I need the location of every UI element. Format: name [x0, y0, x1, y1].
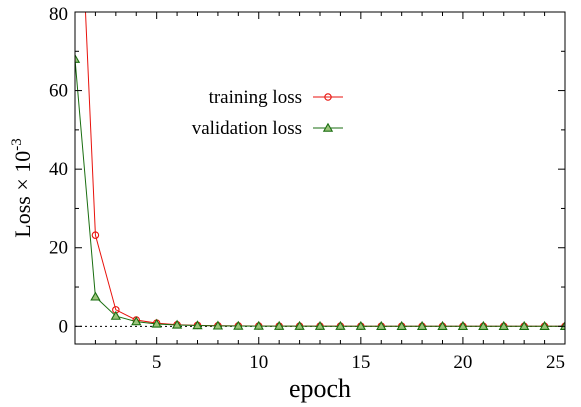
series-group — [75, 12, 565, 330]
y-axis-title: Loss × 10-3 — [9, 138, 35, 237]
x-tick-label: 5 — [152, 352, 162, 373]
validation-loss-point — [519, 320, 530, 330]
y-tick-label: 60 — [49, 81, 68, 102]
validation-loss-point — [355, 320, 366, 330]
legend-marker-training-loss — [324, 93, 332, 101]
validation-loss-point — [212, 320, 224, 330]
validation-loss-point — [151, 318, 162, 328]
y-axis-title-base: Loss × 10 — [10, 151, 35, 238]
x-axis-ticks: 5 10 15 20 25 — [74, 12, 566, 373]
y-axis-title-exponent: -3 — [9, 138, 25, 151]
validation-loss-point — [90, 291, 101, 301]
y-axis-ticks: 0 20 40 60 80 — [49, 4, 565, 337]
validation-loss-point — [437, 320, 448, 330]
validation-loss-point — [314, 320, 326, 330]
plot-area — [75, 12, 565, 344]
validation-loss-point — [396, 320, 407, 330]
training-loss-point — [91, 231, 100, 239]
validation-loss-point — [192, 320, 203, 330]
x-tick-label: 20 — [453, 352, 472, 373]
validation-loss-point — [75, 53, 81, 63]
x-tick-label: 25 — [546, 352, 565, 373]
legend-label-training-loss: training loss — [209, 87, 302, 108]
y-tick-label: 20 — [49, 238, 68, 259]
validation-loss-point — [131, 316, 142, 326]
validation-loss-point — [335, 320, 346, 330]
x-axis-title: epoch — [289, 374, 351, 403]
validation-loss-point — [110, 310, 121, 320]
y-tick-label: 40 — [49, 159, 68, 180]
validation-loss-point — [274, 320, 285, 330]
validation-loss-point — [457, 320, 469, 330]
legend-marker-validation-loss — [322, 122, 334, 132]
legend-item-validation-loss: validation loss — [192, 118, 343, 139]
legend-label-validation-loss: validation loss — [192, 118, 302, 139]
validation-loss-point — [171, 319, 183, 329]
legend-item-training-loss: training loss — [209, 87, 343, 108]
validation-loss-point — [294, 320, 305, 330]
x-tick-label: 15 — [351, 352, 370, 373]
validation-loss-point — [559, 320, 565, 330]
validation-loss-point — [416, 320, 428, 330]
validation-loss-point — [478, 320, 489, 330]
legend: training loss validation loss — [192, 87, 343, 139]
validation-loss-point — [498, 320, 509, 330]
y-tick-label: 0 — [59, 316, 69, 337]
y-tick-label: 80 — [49, 4, 68, 25]
validation-loss-series — [75, 53, 565, 330]
validation-loss-point — [376, 320, 387, 330]
validation-loss-point — [233, 320, 244, 330]
validation-loss-point — [253, 320, 264, 330]
validation-loss-point — [539, 320, 550, 330]
x-tick-label: 10 — [249, 352, 268, 373]
